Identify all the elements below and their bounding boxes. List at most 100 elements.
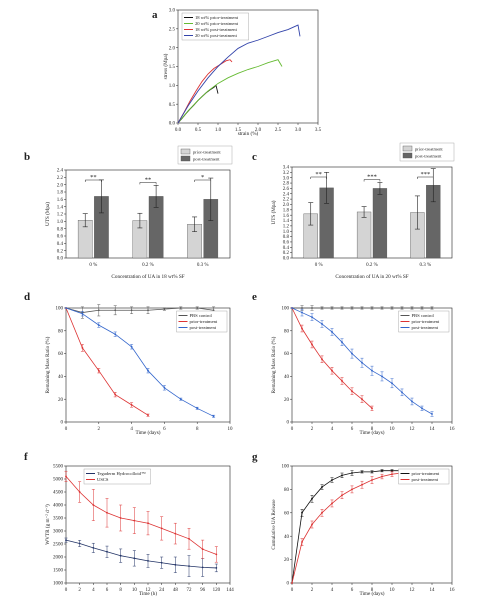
y-tick-label: 80 [284, 329, 290, 334]
x-tick-label: 2 [98, 427, 101, 432]
panel-letter-b: b [24, 151, 30, 163]
x-tick-label: 0 [291, 427, 294, 432]
x-axis-label: Time (days) [359, 429, 384, 436]
data-point [331, 369, 333, 372]
y-tick-label: 0.8 [57, 227, 64, 232]
legend-label: prior-treatment [412, 319, 440, 324]
y-tick-label: 4500 [53, 491, 64, 496]
x-tick-label: 6 [351, 588, 354, 593]
y-tick-label: 80 [58, 329, 64, 334]
data-point [81, 312, 84, 315]
y-tick-label: 2500 [53, 543, 64, 548]
data-point [196, 407, 199, 410]
y-tick-label: 40 [284, 535, 290, 540]
y-tick-label: 1.2 [57, 213, 64, 218]
significance-label: * [201, 174, 204, 181]
x-tick-label: 12 [410, 427, 416, 432]
y-axis-label: Cumulative UA Release [271, 499, 277, 550]
series-line [291, 307, 373, 409]
y-tick-label: 2.6 [283, 187, 290, 192]
y-tick-label: 60 [284, 511, 290, 516]
legend-box [177, 145, 233, 165]
y-tick-label: 20 [284, 398, 290, 403]
x-axis-label: Concentration of UA in 20 wt% SF [335, 273, 408, 280]
x-tick-label: 120 [213, 588, 221, 593]
legend-label: Tegaderm Hydrocolloid™ [97, 471, 146, 476]
y-tick-label: 60 [58, 352, 64, 357]
data-point [119, 517, 122, 519]
series-line [177, 59, 283, 124]
data-point [341, 341, 343, 344]
y-tick-label: 40 [58, 375, 64, 380]
data-point [371, 307, 373, 309]
y-tick-label: 0 [61, 421, 64, 426]
y-tick-label: 0.2 [283, 251, 290, 256]
x-tick-label: 8 [196, 427, 199, 432]
data-point [106, 511, 108, 514]
y-tick-label: 1.0 [57, 220, 64, 225]
data-point [391, 307, 393, 309]
series-line [177, 59, 233, 124]
x-tick-label: 0.0 [175, 128, 182, 133]
legend-label: post-treatment [412, 477, 439, 482]
legend-label: prior-treatment [415, 147, 443, 152]
data-point [391, 382, 393, 385]
data-point [188, 537, 190, 540]
data-point [160, 561, 163, 564]
data-point [114, 393, 117, 396]
data-point [321, 307, 323, 309]
data-point [65, 307, 67, 309]
y-tick-label: 1.8 [57, 191, 64, 196]
y-tick-label: 0.0 [283, 257, 290, 262]
y-tick-label: 0 [287, 582, 290, 587]
x-tick-label: 8 [371, 588, 374, 593]
data-point [130, 345, 133, 348]
y-tick-label: 3500 [53, 517, 64, 522]
x-category-label: 0 % [315, 263, 323, 268]
data-point [311, 343, 313, 346]
data-point [301, 511, 303, 514]
data-point [81, 347, 84, 349]
data-point [311, 307, 313, 309]
panel-c: c 0.00.20.40.60.81.01.21.41.61.82.02.22.4… [252, 142, 455, 280]
data-point [215, 553, 218, 556]
y-tick-label: 2.0 [57, 183, 64, 188]
plot-frame [291, 166, 453, 259]
y-tick-label: 1.6 [283, 214, 290, 219]
data-point [301, 541, 303, 543]
y-tick-label: 0.6 [57, 235, 64, 240]
legend-label: post-treatment [412, 325, 439, 330]
data-point [341, 494, 343, 497]
y-tick-label: 1.8 [283, 208, 290, 213]
legend-label: 20 wt% prior-treatment [195, 21, 239, 26]
data-point [301, 307, 303, 309]
y-tick-label: 2.5 [169, 27, 176, 32]
data-point [321, 323, 323, 325]
data-point [361, 361, 363, 364]
y-tick-label: 2.4 [283, 192, 290, 197]
legend-swatch [402, 145, 413, 152]
data-point [341, 307, 343, 309]
x-tick-label: 14 [430, 588, 436, 593]
y-tick-label: 0.2 [57, 249, 64, 254]
y-tick-label: 80 [284, 488, 290, 493]
y-tick-label: 4000 [53, 504, 64, 509]
data-point [119, 554, 122, 557]
y-tick-label: 100 [56, 307, 64, 312]
data-point [114, 309, 117, 312]
legend-box [399, 142, 455, 162]
data-point [361, 398, 363, 401]
x-tick-label: 0 [65, 427, 68, 432]
y-tick-label: 2.4 [57, 169, 64, 174]
y-tick-label: 3.2 [283, 171, 290, 176]
y-tick-label: 1.5 [169, 65, 176, 70]
data-point [371, 407, 373, 410]
bar [356, 211, 372, 259]
data-point [78, 491, 81, 493]
x-category-label: 0 % [89, 263, 97, 268]
data-point [163, 308, 166, 311]
data-point [147, 369, 149, 372]
